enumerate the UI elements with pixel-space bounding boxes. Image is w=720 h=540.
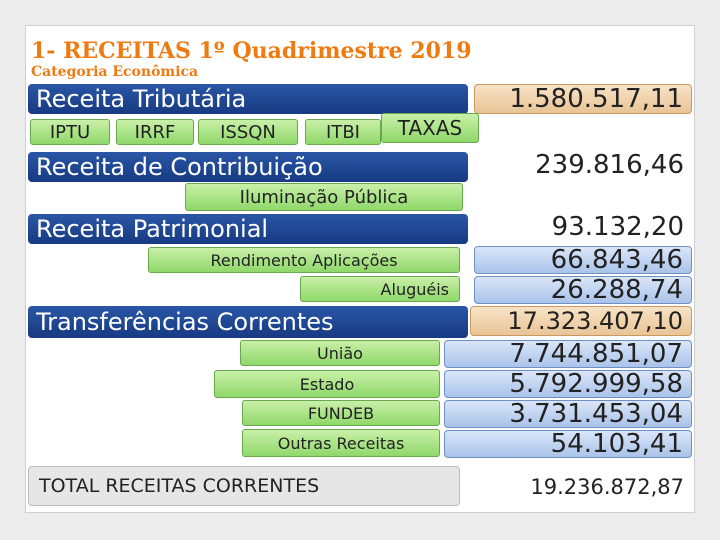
outras-receitas-value: 54.103,41	[444, 429, 692, 459]
receita-contribuicao-bar: Receita de Contribuição	[28, 152, 468, 182]
tag-taxas: TAXAS	[381, 113, 479, 143]
tag-rendimento-aplicacoes: Rendimento Aplicações	[148, 247, 460, 273]
total-receitas-correntes-value: 19.236.872,87	[530, 475, 684, 499]
tag-fundeb: FUNDEB	[242, 400, 440, 426]
total-receitas-correntes-label: TOTAL RECEITAS CORRENTES	[39, 475, 320, 497]
receita-tributaria-label: Receita Tributária	[36, 85, 247, 113]
estado-value: 5.792.999,58	[444, 369, 692, 399]
transferencias-correntes-label: Transferências Correntes	[36, 308, 334, 336]
tag-iluminacao-publica: Iluminação Pública	[185, 183, 463, 211]
receita-tributaria-bar: Receita Tributária	[28, 84, 468, 114]
transferencias-correntes-value: 17.323.407,10	[470, 306, 692, 336]
tag-alugueis: Aluguéis	[300, 276, 460, 302]
alugueis-value: 26.288,74	[474, 275, 692, 305]
tag-outras-receitas: Outras Receitas	[242, 429, 440, 457]
receita-patrimonial-value: 93.132,20	[474, 210, 692, 244]
uniao-value: 7.744.851,07	[444, 339, 692, 369]
page-title: 1- RECEITAS 1º Quadrimestre 2019	[31, 38, 472, 64]
receita-tributaria-value: 1.580.517,11	[474, 84, 692, 114]
tag-estado: Estado	[214, 370, 440, 398]
tag-iptu: IPTU	[30, 119, 110, 145]
receita-contribuicao-value: 239.816,46	[474, 148, 692, 182]
tag-itbi: ITBI	[305, 119, 381, 145]
transferencias-correntes-bar: Transferências Correntes	[28, 306, 468, 338]
receita-patrimonial-label: Receita Patrimonial	[36, 215, 269, 243]
fundeb-value: 3.731.453,04	[444, 399, 692, 429]
receita-contribuicao-label: Receita de Contribuição	[36, 153, 323, 181]
rendimento-aplicacoes-value: 66.843,46	[474, 245, 692, 275]
tag-issqn: ISSQN	[198, 119, 298, 145]
tag-uniao: União	[240, 340, 440, 366]
tag-irrf: IRRF	[116, 119, 194, 145]
total-receitas-correntes-bar: TOTAL RECEITAS CORRENTES	[28, 466, 460, 506]
page-subtitle: Categoria Econômica	[31, 64, 199, 80]
receita-patrimonial-bar: Receita Patrimonial	[28, 214, 468, 244]
